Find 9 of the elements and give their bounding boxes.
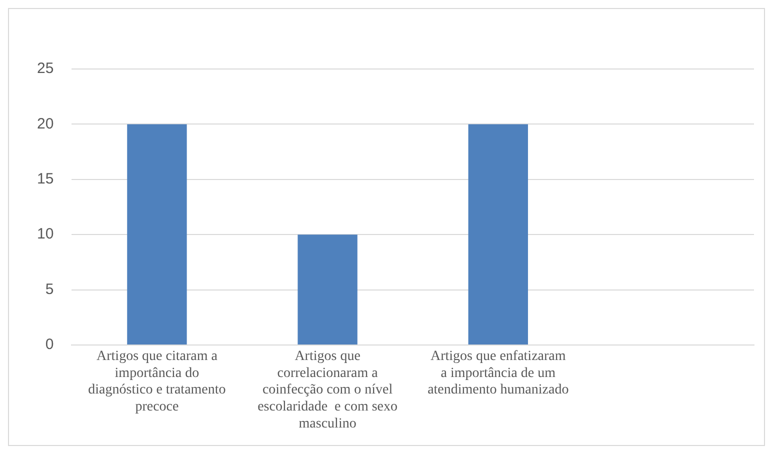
y-tick-label: 20 (36, 115, 54, 132)
y-tick-label: 10 (36, 226, 54, 243)
x-tick-label: Artigos que enfatizaram a importância de um atendimento humanizado (428, 349, 569, 398)
y-tick-label: 0 (45, 336, 54, 354)
x-tick-label: Artigos que citaram a importância do diagnóstico e tratamento precoce (88, 349, 226, 414)
y-tick-label: 5 (45, 280, 54, 298)
x-tick-label: Artigos que correlacionaram a coinfecção com o nível escolaridade e com sexo masculino (258, 349, 398, 432)
y-tick-label: 15 (36, 170, 54, 188)
y-tick-label: 25 (36, 60, 54, 78)
